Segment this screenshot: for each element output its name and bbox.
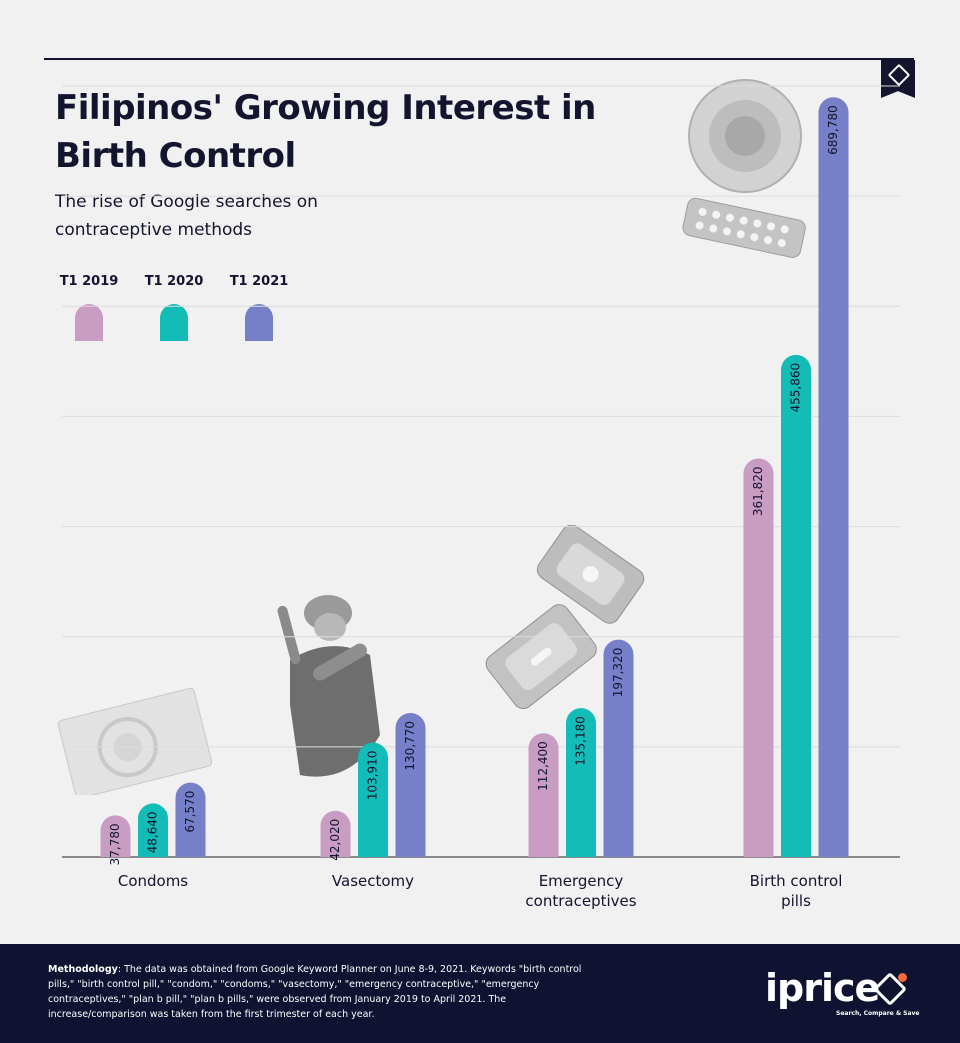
- legend-swatch: [160, 304, 188, 341]
- bar: [743, 458, 774, 857]
- bar-value-label: 37,780: [108, 823, 122, 865]
- legend-label: T1 2020: [144, 274, 204, 289]
- footer: Methodology: The data was obtained from …: [0, 944, 960, 1043]
- condom-illustration: [57, 687, 213, 795]
- brand-logo: iprice: [765, 966, 880, 1010]
- legend-item-2021: T1 2021: [214, 274, 304, 341]
- chart-title: Filipinos' Growing Interest in Birth Con…: [55, 88, 596, 176]
- emergency-pill-illustration: [485, 525, 645, 710]
- bar-value-label: 67,570: [183, 791, 197, 833]
- legend-label: T1 2021: [229, 274, 289, 289]
- top-rule: [44, 58, 914, 60]
- category-label: pills: [781, 892, 811, 910]
- legend-swatch: [75, 304, 103, 341]
- bar: [818, 97, 849, 858]
- bar-value-label: 135,180: [574, 716, 588, 766]
- bar: [358, 742, 388, 857]
- bar-value-label: 112,400: [536, 741, 550, 791]
- bar-chart: 37,780 42,020 112,400 361,820 48,640 103,910 1…: [62, 85, 900, 910]
- bar: [395, 712, 426, 857]
- bar: [566, 708, 596, 857]
- bar: [175, 782, 206, 857]
- methodology-label: Methodology: [48, 964, 118, 975]
- category-label: Vasectomy: [332, 872, 414, 890]
- bar-value-label: 197,320: [611, 648, 625, 698]
- bar-value-label: 361,820: [751, 466, 765, 516]
- methodology-text: : The data was obtained from Google Keyw…: [48, 964, 582, 1020]
- bar-value-label: 455,860: [789, 363, 803, 413]
- legend-swatch: [245, 304, 273, 341]
- bar: [781, 354, 811, 857]
- methodology-note: Methodology: The data was obtained from …: [48, 962, 588, 1022]
- legend-item-2020: T1 2020: [129, 274, 219, 341]
- legend-label: T1 2019: [59, 274, 119, 289]
- bar-value-label: 48,640: [146, 811, 160, 853]
- bar-value-label: 103,910: [366, 751, 380, 801]
- bar-value-label: 689,780: [826, 105, 840, 155]
- legend-item-2019: T1 2019: [44, 274, 134, 341]
- surgeon-illustration: [277, 595, 380, 777]
- bar: [528, 733, 559, 857]
- category-label: Birth control: [750, 872, 843, 890]
- pill-pack-illustration: [682, 79, 806, 258]
- chart-subtitle: The rise of Google searches on contracep…: [55, 192, 318, 240]
- bar-value-label: 42,020: [328, 819, 342, 861]
- bar: [320, 810, 351, 857]
- bar-value-label: 130,770: [403, 721, 417, 771]
- category-label: Condoms: [118, 872, 188, 890]
- bar: [138, 803, 168, 857]
- bar: [100, 815, 131, 857]
- category-label: contraceptives: [525, 892, 636, 910]
- bar: [603, 639, 634, 857]
- brand-tagline: Search, Compare & Save: [836, 1010, 920, 1017]
- category-label: Emergency: [539, 872, 624, 890]
- brand-dot-icon: [898, 973, 907, 982]
